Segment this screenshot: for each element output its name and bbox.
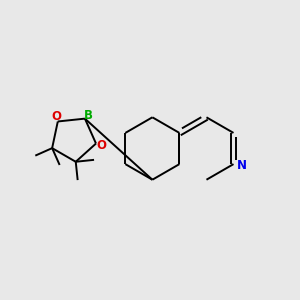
Text: B: B [83,109,92,122]
Text: O: O [51,110,61,123]
Text: N: N [237,159,247,172]
Text: O: O [96,139,106,152]
